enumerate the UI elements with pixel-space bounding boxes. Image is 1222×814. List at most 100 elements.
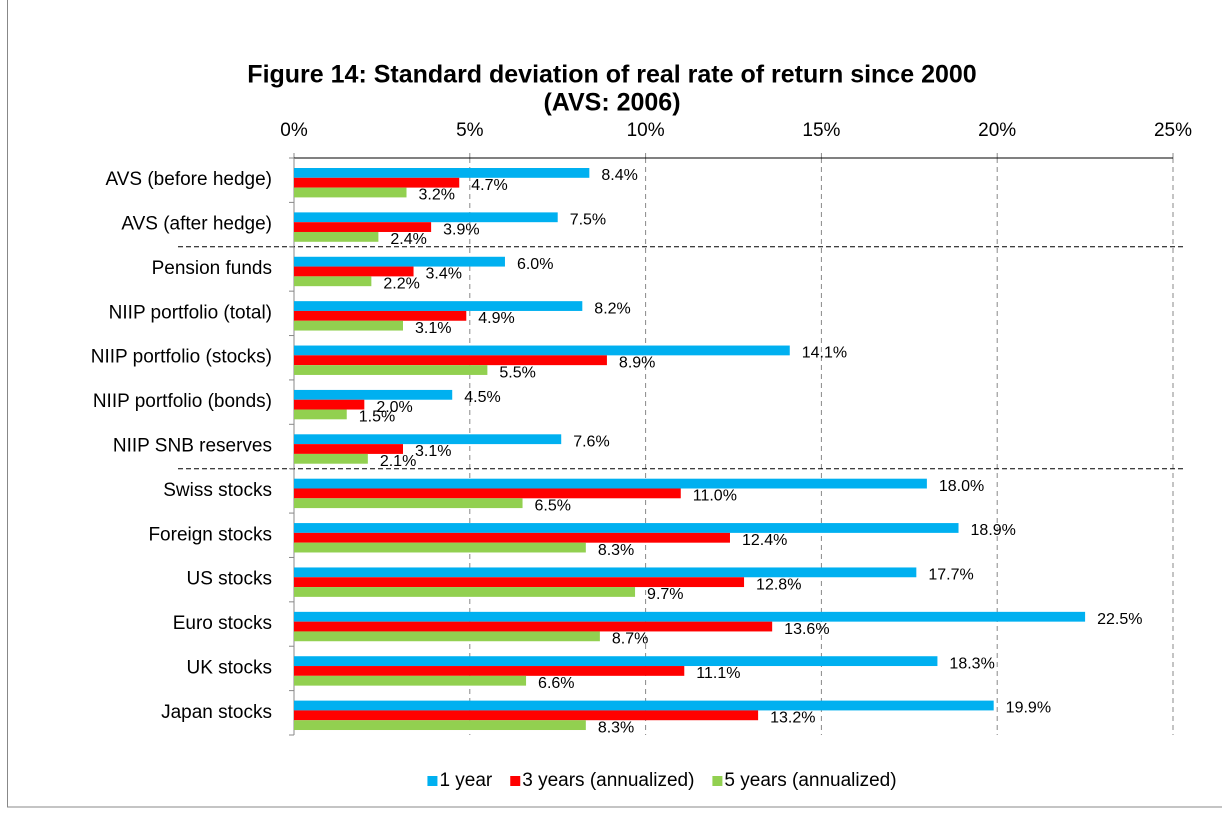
bar	[294, 389, 453, 400]
value-label: 13.2%	[770, 710, 815, 727]
value-label: 7.5%	[570, 212, 606, 229]
bar	[294, 700, 994, 711]
y-tick-label: Euro stocks	[173, 613, 272, 634]
value-label: 3.1%	[415, 443, 451, 460]
legend-label: 5 years (annualized)	[724, 770, 896, 791]
value-label: 3.1%	[415, 320, 451, 337]
x-tick-label: 10%	[627, 120, 665, 141]
value-label: 3.2%	[419, 187, 455, 204]
bar	[294, 276, 372, 287]
value-label: 13.6%	[784, 621, 829, 638]
x-tick-label: 0%	[280, 120, 308, 141]
value-label: 11.1%	[696, 665, 740, 682]
value-label: 18.0%	[939, 478, 984, 495]
bar	[294, 720, 586, 731]
y-tick-label: NIIP portfolio (total)	[109, 302, 272, 323]
y-tick-label: NIIP portfolio (bonds)	[93, 391, 272, 412]
bar	[294, 567, 917, 578]
y-tick-label: Foreign stocks	[148, 524, 272, 545]
value-label: 6.5%	[535, 497, 571, 514]
legend-label: 3 years (annualized)	[522, 770, 694, 791]
value-label: 12.8%	[756, 576, 801, 593]
bar	[294, 710, 759, 721]
value-label: 6.0%	[517, 256, 553, 273]
bar	[294, 301, 583, 311]
bar	[294, 577, 745, 588]
x-tick-label: 20%	[978, 120, 1016, 141]
x-tick-label: 5%	[456, 120, 484, 141]
bar	[294, 611, 1086, 622]
bar	[294, 621, 773, 632]
legend-label: 1 year	[439, 770, 492, 791]
value-label: 1.5%	[359, 409, 395, 426]
bar	[294, 488, 681, 499]
bar	[294, 434, 562, 445]
bar	[294, 675, 527, 686]
y-tick-label: Swiss stocks	[163, 480, 272, 501]
bar	[294, 231, 379, 242]
bar	[294, 256, 505, 267]
bar	[294, 320, 403, 331]
y-tick-label: Japan stocks	[161, 702, 272, 723]
value-label: 8.3%	[598, 719, 634, 736]
value-label: 9.7%	[647, 586, 683, 603]
legend-swatch	[427, 776, 438, 786]
value-label: 18.3%	[949, 655, 994, 672]
value-label: 2.0%	[376, 399, 412, 416]
value-label: 2.4%	[390, 231, 426, 248]
bar	[294, 542, 586, 553]
bar	[294, 478, 927, 489]
value-label: 8.7%	[612, 631, 648, 648]
x-tick-label: 15%	[802, 120, 840, 141]
value-label: 3.9%	[443, 221, 479, 238]
y-tick-label: US stocks	[186, 569, 272, 590]
value-label: 4.9%	[478, 310, 514, 327]
bar	[294, 523, 959, 533]
value-label: 8.2%	[594, 300, 630, 317]
bar	[294, 666, 685, 676]
value-label: 5.5%	[499, 364, 535, 381]
bar	[294, 631, 600, 642]
bar	[294, 453, 368, 464]
value-label: 7.6%	[573, 433, 609, 450]
bar	[294, 444, 403, 454]
bar	[294, 532, 730, 543]
bar	[294, 355, 607, 366]
y-tick-label: Pension funds	[152, 258, 272, 279]
bar	[294, 498, 523, 509]
x-tick-label: 25%	[1154, 120, 1192, 141]
bar	[294, 345, 790, 356]
value-label: 8.9%	[619, 354, 655, 371]
value-label: 4.7%	[471, 177, 507, 194]
value-label: 3.4%	[426, 266, 462, 283]
value-label: 11.0%	[693, 488, 737, 505]
legend-swatch	[712, 776, 723, 786]
chart-subtitle: (AVS: 2006)	[543, 89, 680, 117]
bar	[294, 587, 636, 597]
chart-title: Figure 14: Standard deviation of real ra…	[247, 61, 976, 89]
value-label: 14.1%	[802, 345, 847, 362]
bar	[294, 187, 407, 198]
bar	[294, 168, 590, 178]
y-tick-label: NIIP portfolio (stocks)	[91, 347, 272, 368]
bar	[294, 222, 432, 232]
y-tick-label: AVS (after hedge)	[121, 214, 272, 235]
value-label: 8.4%	[601, 167, 637, 184]
value-label: 4.5%	[464, 389, 500, 406]
bar	[294, 399, 365, 410]
bar	[294, 409, 347, 420]
value-label: 12.4%	[742, 532, 787, 549]
value-label: 2.1%	[380, 453, 416, 470]
value-label: 19.9%	[1006, 700, 1051, 717]
value-label: 18.9%	[971, 522, 1016, 539]
bar	[294, 177, 460, 188]
bar	[294, 212, 558, 223]
y-tick-label: UK stocks	[186, 657, 272, 678]
value-label: 22.5%	[1097, 611, 1142, 628]
value-label: 6.6%	[538, 675, 574, 692]
value-label: 2.2%	[383, 275, 419, 292]
bar	[294, 656, 938, 667]
y-tick-label: AVS (before hedge)	[105, 169, 272, 190]
value-label: 17.7%	[928, 567, 973, 584]
